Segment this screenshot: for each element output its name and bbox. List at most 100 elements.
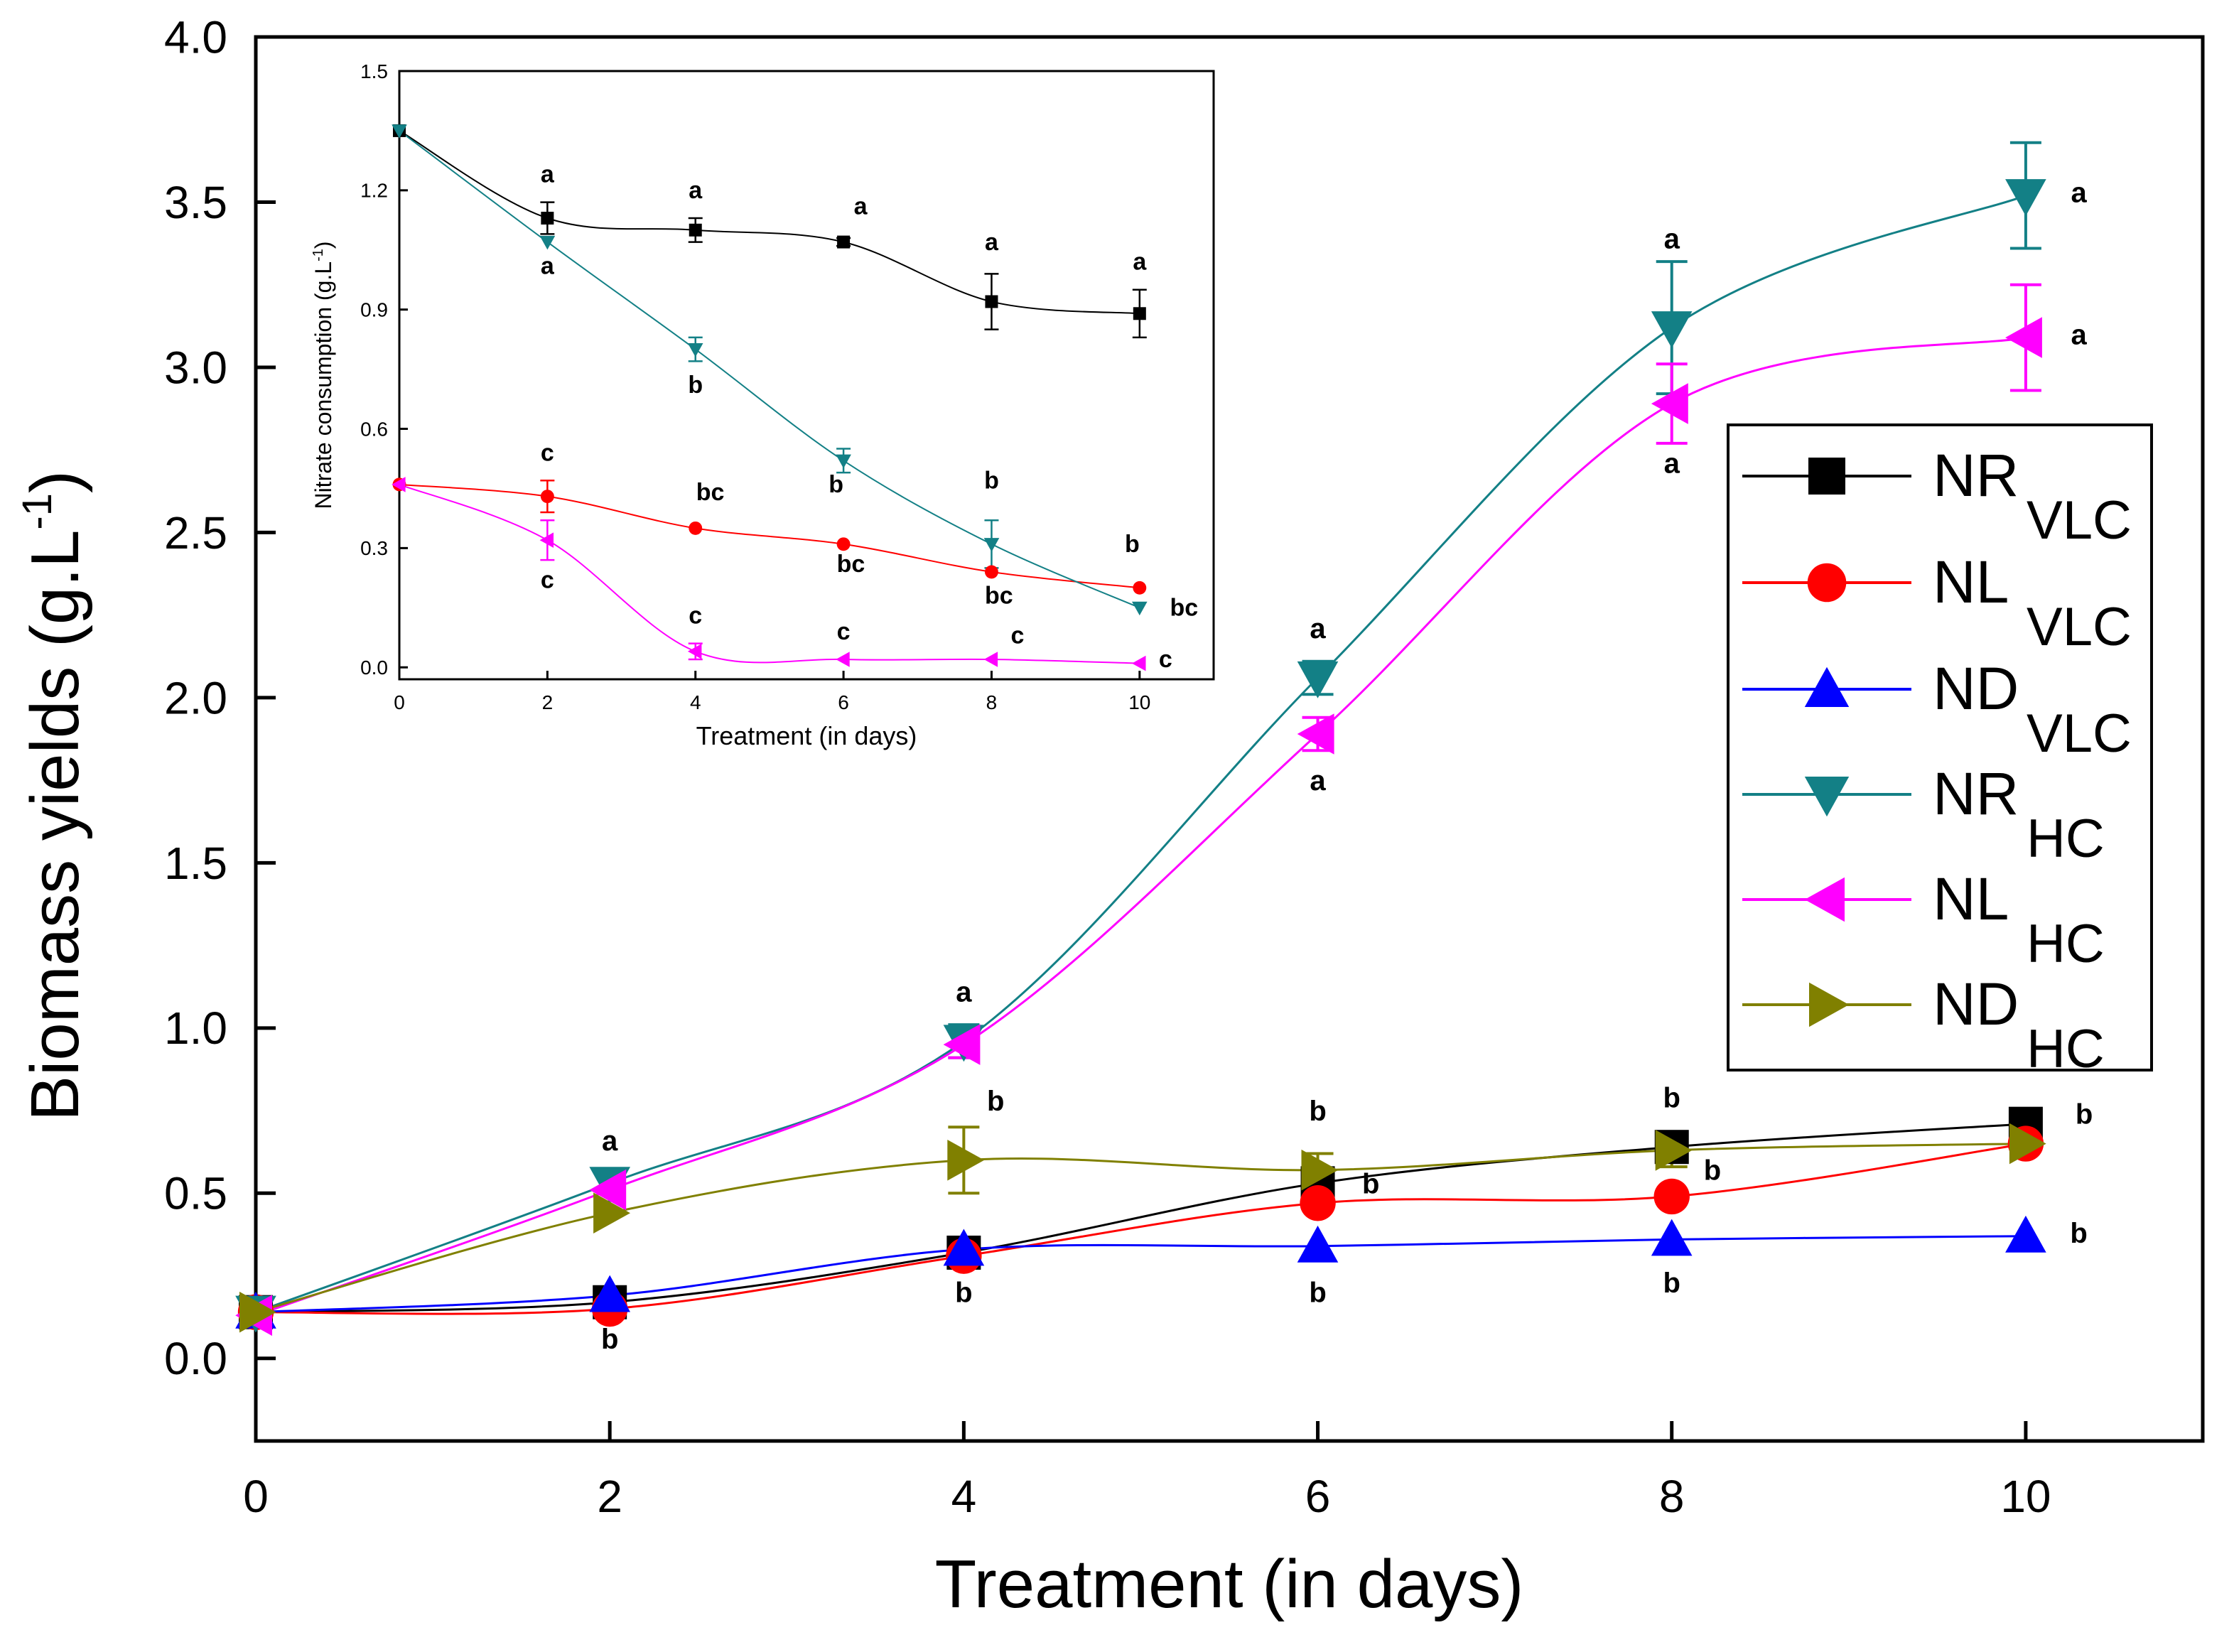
inset-significance-label: b xyxy=(688,372,703,399)
inset-significance-label: bc xyxy=(837,551,865,578)
legend-entry-nl-hc: NL HC xyxy=(1742,865,2105,974)
legend-subscript: VLC xyxy=(2027,597,2132,657)
main-x-tick-label: 0 xyxy=(243,1471,269,1522)
main-y-tick-label: 1.5 xyxy=(164,838,227,889)
main-marker-nd-hc xyxy=(1655,1130,1693,1171)
main-significance-label: a xyxy=(1664,224,1680,255)
inset-marker-nl-hc xyxy=(836,652,850,667)
main-marker-nl-hc xyxy=(2005,317,2042,358)
main-significance-label: a xyxy=(2071,177,2088,208)
main-marker-nl-vlc xyxy=(1653,1178,1690,1215)
legend-marker xyxy=(1809,982,1850,1027)
main-y-tick-label: 1.0 xyxy=(164,1003,227,1054)
main-series-line-nd-hc xyxy=(255,1143,2026,1314)
main-y-tick-label: 2.0 xyxy=(164,672,227,723)
main-significance-label: a xyxy=(1310,613,1326,644)
main-marker-nl-hc xyxy=(1651,383,1688,424)
inset-y-tick-label: 0.9 xyxy=(360,298,388,320)
legend-subscript: VLC xyxy=(2027,490,2132,551)
main-significance-label: b xyxy=(1362,1168,1379,1199)
legend-label: NR xyxy=(1933,760,2019,827)
main-y-tick-label: 0.5 xyxy=(164,1168,227,1219)
inset-significance-label: c xyxy=(837,618,851,645)
inset-significance-label: bc xyxy=(696,479,725,506)
inset-marker-nl-vlc xyxy=(836,537,851,551)
inset-y-axis-label-sup: -1 xyxy=(311,249,326,261)
main-marker-nl-hc xyxy=(589,1169,627,1211)
inset-significance-label: c xyxy=(1010,622,1024,649)
inset-significance-label: bc xyxy=(1170,594,1198,621)
main-y-axis-label-text: Biomass yields (g.L xyxy=(17,530,93,1121)
inset-x-tick-label: 10 xyxy=(1128,691,1150,713)
legend-marker xyxy=(1807,563,1847,603)
main-y-tick-label: 2.5 xyxy=(164,507,227,558)
inset-marker-nr-vlc xyxy=(837,235,851,249)
inset-x-tick-label: 4 xyxy=(690,691,701,713)
main-marker-nr-hc xyxy=(2005,179,2046,216)
inset-x-tick-label: 8 xyxy=(986,691,998,713)
inset-marker-nr-vlc xyxy=(541,212,554,225)
inset-series-line-nl-hc xyxy=(399,483,1140,664)
inset-significance-label: c xyxy=(1159,646,1172,673)
main-y-tick-label: 3.5 xyxy=(164,177,227,228)
inset-annotations: a a a b a a a c c bc c b bc c b bc c b bc c xyxy=(541,161,1198,674)
main-marker-nd-hc xyxy=(593,1192,630,1233)
inset-x-tick-label: 2 xyxy=(542,691,554,713)
legend-entry-nl-vlc: NL VLC xyxy=(1742,549,2132,657)
inset-significance-label: c xyxy=(541,439,554,466)
inset-x-axis-label: Treatment (in days) xyxy=(696,721,917,750)
main-significance-label: b xyxy=(1663,1268,1680,1299)
main-marker-nd-vlc xyxy=(943,1229,985,1266)
main-series-line-nr-vlc xyxy=(255,1123,2026,1314)
inset-marker-nl-vlc xyxy=(985,565,998,579)
main-markers xyxy=(235,179,2046,1337)
main-x-tick-label: 8 xyxy=(1659,1471,1685,1522)
main-marker-nd-hc xyxy=(2009,1123,2046,1165)
inset-marker-nr-hc xyxy=(392,124,407,139)
inset-marker-nl-vlc xyxy=(689,521,703,535)
inset-significance-label: b xyxy=(984,467,999,494)
inset-x-tick-label: 0 xyxy=(394,691,405,713)
inset-significance-label: c xyxy=(689,603,702,630)
inset-y-tick-label: 0.6 xyxy=(360,418,388,440)
main-significance-label: b xyxy=(1309,1096,1326,1127)
legend-marker xyxy=(1804,666,1850,707)
legend-marker xyxy=(1804,777,1850,817)
main-marker-nd-vlc xyxy=(1651,1219,1693,1256)
inset-marker-nr-vlc xyxy=(689,223,702,237)
inset-x-tick-label: 6 xyxy=(838,691,849,713)
main-series-line-nr-hc xyxy=(255,194,2027,1314)
main-plot-frame xyxy=(254,35,2205,1443)
main-x-tick-label: 4 xyxy=(951,1471,977,1522)
inset-marker-nl-hc xyxy=(1132,655,1146,671)
inset-marker-nr-hc xyxy=(539,235,556,250)
legend-marker xyxy=(1804,877,1845,922)
inset-significance-label: a xyxy=(854,193,868,220)
main-x-axis-label: Treatment (in days) xyxy=(935,1546,1524,1622)
inset-y-tick-label: 0.3 xyxy=(360,537,388,559)
inset-significance-label: b xyxy=(829,471,843,498)
main-significance-label: b xyxy=(1309,1278,1326,1309)
main-significance-label: b xyxy=(1704,1155,1721,1187)
main-marker-nd-vlc xyxy=(1297,1225,1339,1263)
main-marker-nd-vlc xyxy=(589,1275,630,1312)
main-marker-nl-hc xyxy=(1297,713,1334,755)
inset-y-axis-label: Nitrate consumption (g.L-1) xyxy=(311,241,336,509)
inset-marker-nr-hc xyxy=(687,343,703,357)
legend-subscript: VLC xyxy=(2027,703,2132,764)
main-y-tick-label: 4.0 xyxy=(164,11,227,63)
main-y-axis-label-close: ) xyxy=(17,470,93,493)
main-marker-nr-hc xyxy=(1651,311,1693,348)
main-marker-nr-hc xyxy=(1297,661,1339,698)
main-ticks: 0 2 4 6 8 10 0.0 0.5 1.0 1.5 2.0 2.5 3.0 3.5 4.0 xyxy=(164,11,2051,1522)
inset-significance-label: b xyxy=(1125,531,1140,558)
inset-y-tick-label: 0.0 xyxy=(360,657,388,679)
main-series-line-nd-vlc xyxy=(255,1235,2026,1314)
main-significance-label: b xyxy=(2070,1218,2087,1249)
inset-significance-label: a xyxy=(689,177,703,204)
main-series-line-nl-vlc xyxy=(255,1143,2027,1315)
